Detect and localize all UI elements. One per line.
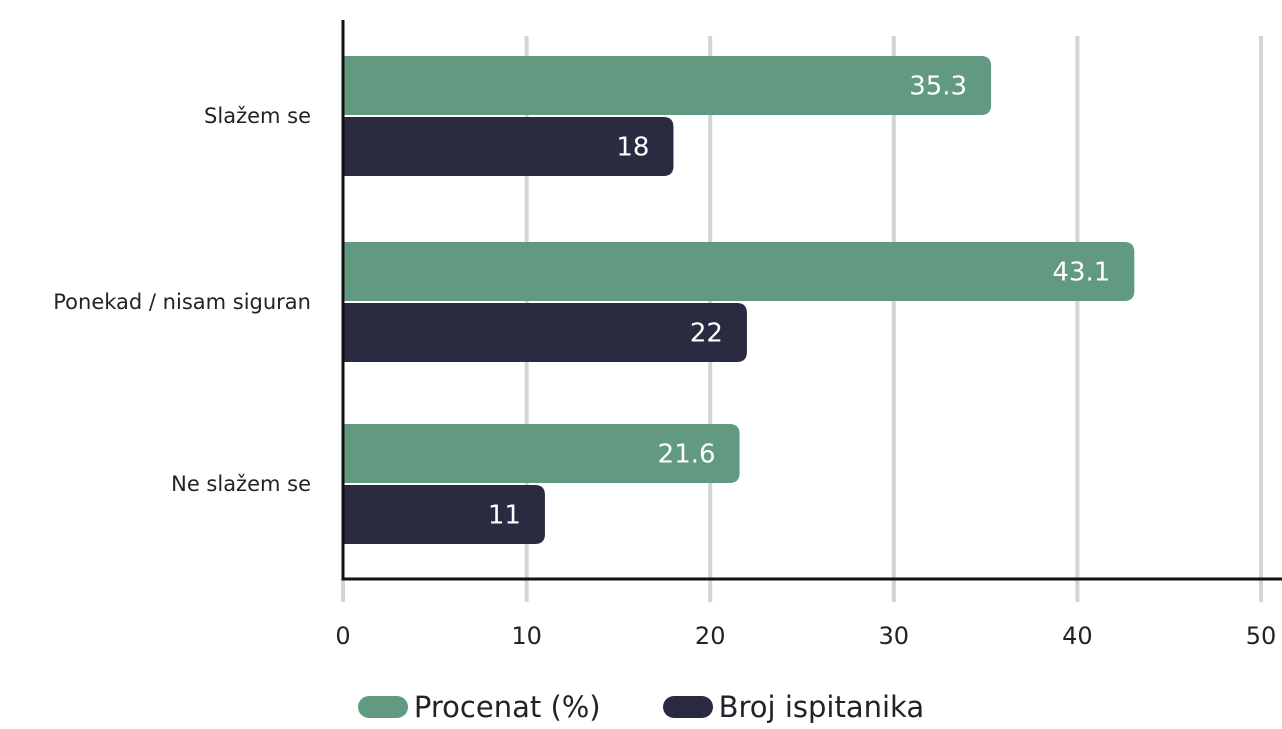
- x-tick-label-50: 50: [1246, 622, 1277, 650]
- labels: 0 10 20 30 40 50 Slažem se 35.3 18 Ponekad / nisa…: [53, 72, 1276, 651]
- x-tick-label-0: 0: [335, 622, 350, 650]
- legend-label-broj-ispitanika: Broj ispitanika: [718, 690, 925, 724]
- legend: Procenat (%) Broj ispitanika: [0, 690, 1282, 724]
- legend-swatch-procenat: [357, 696, 408, 718]
- data-label: 18: [616, 133, 649, 163]
- x-tick-label-40: 40: [1062, 622, 1093, 650]
- bar-broj-ispitanika: [343, 485, 545, 544]
- bar-broj-ispitanika: [343, 303, 747, 362]
- bar-broj-ispitanika: [343, 117, 674, 176]
- legend-swatch-broj-ispitanika: [662, 696, 713, 718]
- bar-procenat: [343, 242, 1135, 301]
- data-label: 35.3: [909, 72, 967, 102]
- x-tick-label-30: 30: [879, 622, 910, 650]
- bar-procenat: [343, 56, 992, 115]
- data-label: 21.6: [658, 440, 716, 470]
- data-label: 11: [488, 501, 521, 531]
- legend-item-procenat: Procenat (%): [357, 690, 601, 724]
- data-label: 43.1: [1052, 258, 1110, 288]
- legend-item-broj-ispitanika: Broj ispitanika: [662, 690, 925, 724]
- axes: [341, 20, 1282, 581]
- category-label: Ne slažem se: [171, 472, 311, 496]
- x-tick-label-10: 10: [511, 622, 542, 650]
- bars: [343, 56, 1135, 544]
- data-label: 22: [690, 319, 723, 349]
- category-label: Slažem se: [204, 104, 311, 128]
- bar-procenat: [343, 424, 740, 483]
- x-tick-label-20: 20: [695, 622, 726, 650]
- legend-label-procenat: Procenat (%): [413, 690, 601, 724]
- category-label: Ponekad / nisam siguran: [53, 290, 311, 314]
